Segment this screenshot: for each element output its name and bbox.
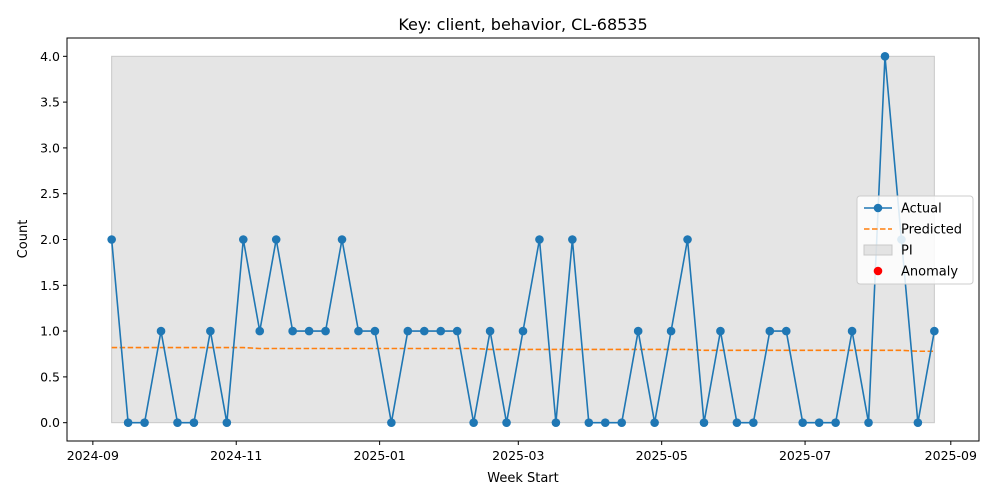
actual-point: [880, 52, 890, 61]
y-tick-label: 4.0: [40, 49, 60, 64]
y-tick-label: 2.0: [40, 232, 60, 247]
actual-point: [847, 326, 857, 336]
actual-point: [913, 418, 923, 427]
actual-point: [716, 326, 725, 336]
axes: 2024-09 2024-11 2025-01 2025-03 2025-05 2025-…: [40, 49, 977, 463]
x-tick-label: 2025-03: [492, 448, 544, 463]
actual-point: [436, 326, 446, 336]
actual-point: [864, 418, 873, 427]
legend-anomaly-swatch: [873, 266, 883, 276]
y-tick-label: 0.5: [40, 369, 60, 384]
legend-label: PI: [901, 244, 913, 259]
actual-point: [370, 326, 380, 336]
actual-point: [222, 418, 232, 427]
actual-point: [123, 418, 133, 427]
actual-point: [518, 326, 528, 336]
actual-point: [633, 326, 643, 336]
actual-point: [551, 418, 561, 427]
y-tick-label: 1.5: [40, 278, 60, 293]
predicted-line: [111, 346, 935, 353]
actual-point: [683, 235, 692, 244]
actual-point: [271, 235, 281, 244]
actual-point: [354, 326, 363, 336]
x-tick-label: 2025-09: [925, 448, 977, 463]
actual-point: [666, 326, 676, 336]
y-tick-label: 1.0: [40, 324, 60, 339]
legend-pi-swatch: [863, 244, 893, 256]
actual-point: [255, 326, 265, 336]
actual-point: [485, 326, 495, 336]
actual-point: [600, 418, 610, 427]
actual-point: [930, 326, 939, 336]
actual-point: [206, 326, 215, 336]
actual-point: [189, 418, 199, 427]
actual-point: [304, 326, 314, 336]
actual-point: [749, 418, 758, 427]
actual-point: [107, 235, 116, 244]
y-axis-title: Count: [16, 220, 31, 259]
actual-point: [732, 418, 742, 427]
actual-point: [535, 235, 544, 244]
actual-point: [288, 326, 297, 336]
x-tick-label: 2025-07: [779, 448, 831, 463]
actual-point: [831, 418, 840, 427]
legend-label: Predicted: [901, 223, 962, 238]
actual-point: [238, 235, 248, 244]
actual-point: [452, 326, 462, 336]
actual-point: [387, 418, 396, 427]
actual-point: [502, 418, 511, 427]
actual-point: [140, 418, 149, 427]
actual-point: [814, 418, 824, 427]
legend-box: [856, 195, 974, 285]
y-tick-label: 3.0: [40, 140, 60, 155]
chart-title: Key: client, behavior, CL-68535: [398, 15, 647, 34]
actual-point: [403, 326, 413, 336]
pi-band: [111, 55, 935, 424]
x-axis-title: Week Start: [487, 471, 559, 486]
actual-point: [699, 418, 709, 427]
y-tick-label: 3.5: [40, 95, 60, 110]
x-tick-label: 2024-09: [67, 448, 119, 463]
actual-point: [798, 418, 808, 427]
legend-actual-marker: [873, 203, 883, 213]
actual-point: [469, 418, 478, 427]
actual-point: [156, 326, 166, 336]
actual-point: [419, 326, 429, 336]
legend-label: Anomaly: [901, 265, 958, 280]
actual-point: [584, 418, 594, 427]
actual-point: [173, 418, 182, 427]
actual-point: [781, 326, 791, 336]
plot-area: [107, 52, 939, 427]
actual-point: [617, 418, 627, 427]
actual-point: [337, 235, 347, 244]
actual-point: [568, 235, 577, 244]
actual-point: [321, 326, 330, 336]
y-tick-label: 0.0: [40, 415, 60, 430]
x-tick-label: 2025-05: [636, 448, 688, 463]
y-tick-label: 2.5: [40, 186, 60, 201]
x-tick-label: 2024-11: [210, 448, 262, 463]
actual-point: [650, 418, 659, 427]
x-tick-label: 2025-01: [354, 448, 406, 463]
actual-point: [765, 326, 775, 336]
legend-label: Actual: [901, 202, 942, 217]
legend: Actual Predicted PI Anomaly: [856, 195, 974, 285]
